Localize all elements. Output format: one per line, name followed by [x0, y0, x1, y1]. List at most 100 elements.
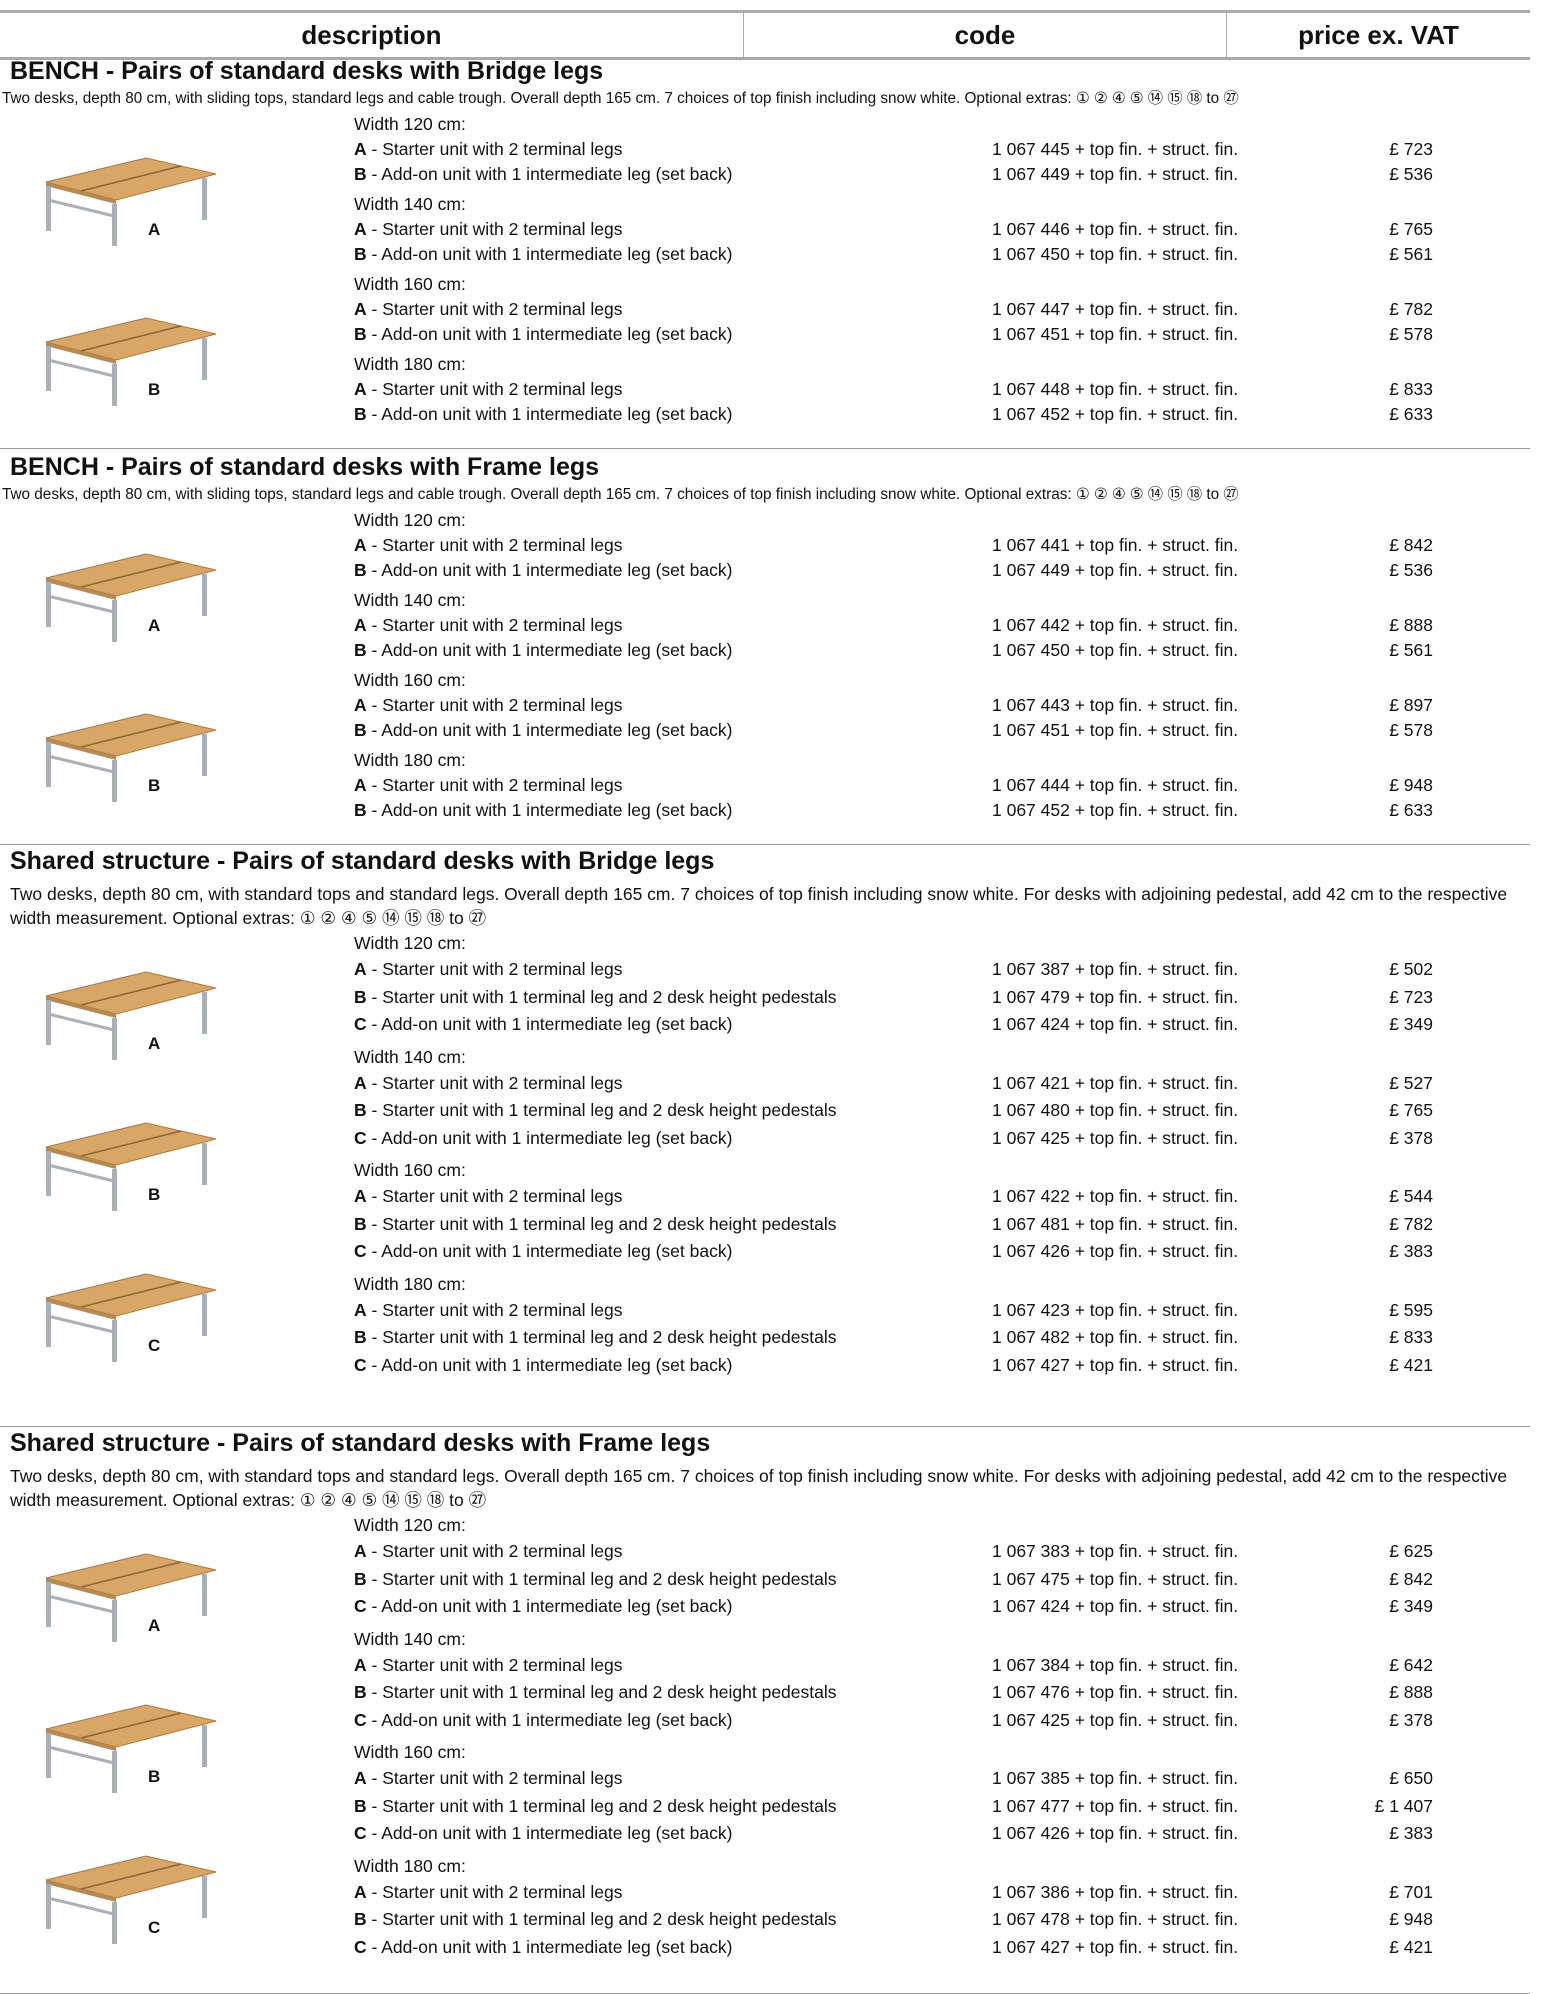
row-text: - Starter unit with 1 terminal leg and 2… — [371, 1100, 837, 1120]
image-label: A — [148, 220, 161, 239]
section: Shared structure - Pairs of standard des… — [0, 846, 1530, 1427]
price-row: B - Add-on unit with 1 intermediate leg … — [354, 798, 1530, 823]
row-text: - Starter unit with 2 terminal legs — [371, 219, 623, 239]
width-label: Width 140 cm: — [354, 590, 466, 610]
thumbnail: C — [0, 1252, 354, 1364]
row-price: £ 536 — [1389, 560, 1433, 580]
price-row: B - Starter unit with 1 terminal leg and… — [354, 1566, 1530, 1594]
row-description: C - Add-on unit with 1 intermediate leg … — [354, 1820, 992, 1848]
row-letter: B — [354, 720, 367, 740]
row-price: £ 897 — [1389, 695, 1433, 715]
price-row: C - Add-on unit with 1 intermediate leg … — [354, 1934, 1530, 1962]
width-group: Width 120 cm: A - Starter unit with 2 ter… — [354, 930, 1530, 1044]
row-text: - Add-on unit with 1 intermediate leg (s… — [371, 1596, 733, 1616]
price-row: B - Starter unit with 1 terminal leg and… — [354, 1211, 1530, 1239]
row-code: 1 067 476 + top fin. + struct. fin. — [992, 1682, 1239, 1702]
row-price: £ 349 — [1389, 1596, 1433, 1616]
desk-image — [45, 1553, 217, 1642]
row-code: 1 067 482 + top fin. + struct. fin. — [992, 1327, 1239, 1347]
row-letter: A — [354, 695, 367, 715]
row-text: - Starter unit with 1 terminal leg and 2… — [371, 1909, 837, 1929]
row-code: 1 067 424 + top fin. + struct. fin. — [992, 1596, 1239, 1616]
row-code: 1 067 452 + top fin. + struct. fin. — [992, 404, 1239, 424]
row-text: - Add-on unit with 1 intermediate leg (s… — [371, 1354, 733, 1375]
row-letter: B — [354, 1327, 367, 1347]
row-price: £ 765 — [1389, 219, 1433, 239]
row-price: £ 701 — [1389, 1881, 1433, 1902]
width-label: Width 180 cm: — [354, 1273, 466, 1294]
row-code: 1 067 475 + top fin. + struct. fin. — [992, 1568, 1239, 1589]
row-code: 1 067 427 + top fin. + struct. fin. — [992, 1354, 1239, 1375]
price-row: B - Add-on unit with 1 intermediate leg … — [354, 242, 1530, 267]
section-body: A B C Width 120 cm: A - Starter unit with … — [0, 1512, 1530, 1966]
row-price: £ 378 — [1389, 1709, 1433, 1730]
thumbnails: A B C — [0, 930, 354, 1384]
section-description: Two desks, depth 80 cm, with sliding top… — [2, 486, 1239, 503]
row-description: A - Starter unit with 2 terminal legs — [354, 693, 992, 718]
row-price: £ 383 — [1389, 1241, 1433, 1261]
section-title: Shared structure - Pairs of standard des… — [10, 847, 715, 875]
row-letter: C — [354, 1936, 367, 1957]
desk-image — [45, 317, 217, 406]
thumbnail: A — [0, 136, 354, 248]
row-price: £ 421 — [1389, 1936, 1433, 1957]
width-group: Width 160 cm: A - Starter unit with 2 ter… — [354, 272, 1530, 352]
thumbnail: A — [0, 532, 354, 644]
width-label: Width 120 cm: — [354, 114, 466, 134]
image-label: B — [148, 380, 161, 399]
row-text: - Starter unit with 2 terminal legs — [371, 695, 623, 715]
price-row: A - Starter unit with 2 terminal legs 1 0… — [354, 1070, 1530, 1098]
row-description: A - Starter unit with 2 terminal legs — [354, 1538, 992, 1566]
desk-image — [45, 1704, 217, 1793]
row-code: 1 067 427 + top fin. + struct. fin. — [992, 1936, 1239, 1957]
row-text: - Starter unit with 1 terminal leg and 2… — [371, 1682, 837, 1702]
price-row: B - Starter unit with 1 terminal leg and… — [354, 1324, 1530, 1352]
price-row: C - Add-on unit with 1 intermediate leg … — [354, 1593, 1530, 1621]
width-group: Width 180 cm: A - Starter unit with 2 ter… — [354, 1853, 1530, 1967]
price-row: B - Add-on unit with 1 intermediate leg … — [354, 322, 1530, 347]
row-letter: A — [354, 1299, 367, 1320]
desk-image — [45, 157, 217, 246]
row-price: £ 888 — [1389, 1682, 1433, 1702]
thumbnail: C — [0, 1834, 354, 1946]
row-letter: B — [354, 324, 367, 344]
row-price: £ 782 — [1389, 299, 1433, 319]
row-description: B - Add-on unit with 1 intermediate leg … — [354, 402, 992, 427]
row-price: £ 544 — [1389, 1186, 1433, 1206]
row-letter: B — [354, 1100, 367, 1120]
groups: Width 120 cm: A - Starter unit with 2 ter… — [354, 930, 1530, 1384]
section-body: A B Width 120 cm: A - Starter unit with 2 … — [0, 508, 1530, 828]
row-text: - Starter unit with 1 terminal leg and 2… — [371, 986, 837, 1007]
row-code: 1 067 384 + top fin. + struct. fin. — [992, 1654, 1239, 1675]
row-text: - Add-on unit with 1 intermediate leg (s… — [371, 1127, 733, 1148]
price-row: A - Starter unit with 2 terminal legs 1 0… — [354, 693, 1530, 718]
row-text: - Starter unit with 2 terminal legs — [371, 1541, 623, 1561]
row-letter: C — [354, 1127, 367, 1148]
row-description: C - Add-on unit with 1 intermediate leg … — [354, 1934, 992, 1962]
row-description: C - Add-on unit with 1 intermediate leg … — [354, 1707, 992, 1735]
price-row: C - Add-on unit with 1 intermediate leg … — [354, 1011, 1530, 1039]
width-group: Width 120 cm: A - Starter unit with 2 ter… — [354, 112, 1530, 192]
row-description: C - Add-on unit with 1 intermediate leg … — [354, 1352, 992, 1380]
width-group: Width 180 cm: A - Starter unit with 2 ter… — [354, 748, 1530, 828]
row-letter: A — [354, 1881, 367, 1902]
width-label: Width 140 cm: — [354, 1046, 466, 1067]
row-text: - Starter unit with 2 terminal legs — [371, 379, 623, 399]
price-row: B - Starter unit with 1 terminal leg and… — [354, 984, 1530, 1012]
price-row: B - Add-on unit with 1 intermediate leg … — [354, 718, 1530, 743]
row-text: - Starter unit with 2 terminal legs — [371, 1299, 623, 1320]
row-code: 1 067 450 + top fin. + struct. fin. — [992, 640, 1239, 660]
image-label: C — [148, 1336, 161, 1356]
row-price: £ 833 — [1389, 1327, 1433, 1347]
row-description: B - Starter unit with 1 terminal leg and… — [354, 1566, 992, 1594]
row-code: 1 067 424 + top fin. + struct. fin. — [992, 1014, 1239, 1034]
width-group: Width 120 cm: A - Starter unit with 2 ter… — [354, 1512, 1530, 1626]
row-description: C - Add-on unit with 1 intermediate leg … — [354, 1238, 992, 1266]
row-letter: B — [354, 1568, 367, 1589]
row-code: 1 067 387 + top fin. + struct. fin. — [992, 959, 1239, 979]
row-code: 1 067 445 + top fin. + struct. fin. — [992, 139, 1239, 159]
table-header: description code price ex. VAT — [0, 10, 1530, 60]
row-code: 1 067 442 + top fin. + struct. fin. — [992, 615, 1239, 635]
row-text: - Starter unit with 2 terminal legs — [371, 139, 623, 159]
price-row: B - Starter unit with 1 terminal leg and… — [354, 1906, 1530, 1934]
